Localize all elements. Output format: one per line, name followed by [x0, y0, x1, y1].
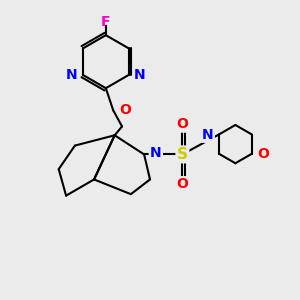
Text: F: F — [101, 15, 111, 29]
Text: O: O — [176, 117, 188, 131]
Text: O: O — [257, 147, 269, 161]
Text: O: O — [120, 103, 131, 117]
Text: N: N — [150, 146, 162, 160]
Text: N: N — [66, 68, 78, 82]
Text: N: N — [134, 68, 146, 82]
Text: O: O — [176, 177, 188, 191]
Text: N: N — [202, 128, 214, 142]
Text: S: S — [177, 147, 188, 162]
